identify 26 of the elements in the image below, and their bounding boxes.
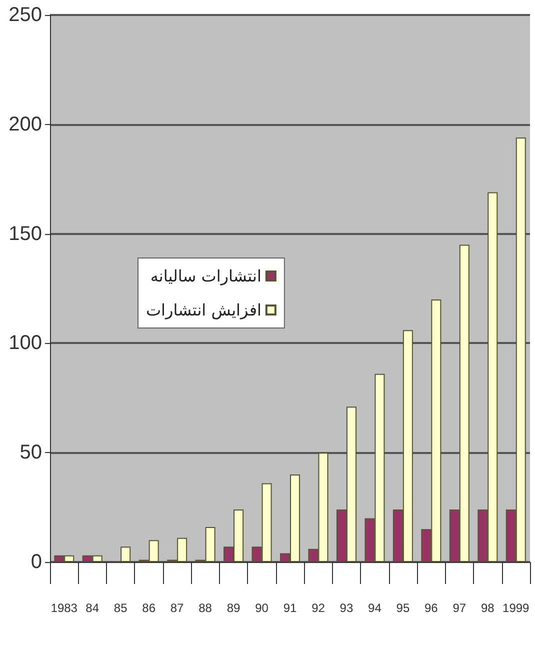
- x-tick-label: 94: [368, 601, 382, 615]
- x-tick-label: 88: [198, 601, 212, 615]
- legend-label: افزایش انتشارات: [146, 300, 262, 320]
- x-tick-label: 87: [170, 601, 184, 615]
- x-tick-label: 91: [283, 601, 297, 615]
- x-tick-label: 96: [424, 601, 438, 615]
- y-tick-label: 50: [20, 442, 42, 464]
- y-tick-label: 200: [8, 113, 42, 136]
- x-tick-label: 92: [312, 601, 326, 615]
- y-tick-label: 0: [30, 551, 42, 573]
- y-tick-label: 250: [8, 4, 42, 26]
- x-tick-label: 1999: [502, 601, 530, 615]
- x-tick-label: 1983: [50, 601, 78, 615]
- x-tick-label: 90: [255, 601, 269, 615]
- x-tick-label: 93: [340, 601, 354, 615]
- x-tick-label: 95: [396, 601, 410, 615]
- x-tick-label: 85: [114, 601, 128, 615]
- y-tick-label: 100: [8, 332, 42, 354]
- x-tick-label: 89: [226, 601, 241, 615]
- legend-label: انتشارات سالیانه: [150, 266, 262, 286]
- x-tick-label: 98: [480, 601, 495, 615]
- y-tick-label: 150: [8, 222, 42, 245]
- x-tick-label: 97: [452, 601, 466, 615]
- x-tick-label: 86: [142, 601, 156, 615]
- x-tick-label: 84: [86, 601, 100, 615]
- bar: [120, 546, 131, 562]
